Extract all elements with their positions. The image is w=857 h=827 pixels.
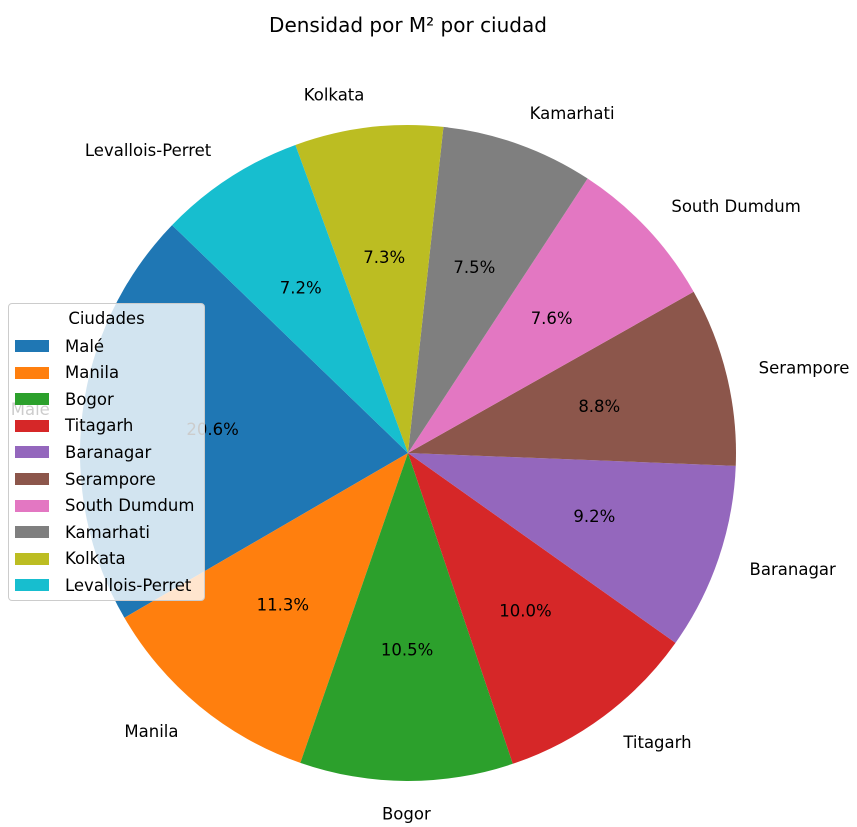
chart-title: Densidad por M² por ciudad — [269, 13, 547, 37]
legend-label: Levallois-Perret — [65, 575, 192, 595]
pie-slice-serampore — [408, 291, 736, 466]
legend-label: Malé — [65, 336, 105, 356]
slice-label-titagarh: Titagarh — [622, 733, 691, 752]
pie-slice-kamarhati — [408, 126, 588, 453]
slice-label-levallois-perret: Levallois-Perret — [85, 141, 212, 160]
legend-item-baranagar: Baranagar — [15, 441, 151, 463]
legend-swatch — [15, 526, 49, 539]
pct-label-baranagar: 9.2% — [573, 507, 615, 526]
pct-label-kamarhati: 7.5% — [453, 258, 495, 277]
slice-label-manila: Manila — [124, 722, 178, 741]
pie-slice-kolkata — [295, 125, 444, 453]
slice-labels: 20.6%Malé11.3%Manila10.5%Bogor10.0%Titag… — [11, 85, 850, 823]
slice-label-south-dumdum: South Dumdum — [671, 197, 800, 216]
legend-swatch — [15, 552, 49, 565]
slice-label-bogor: Bogor — [382, 804, 431, 823]
legend-item-south-dumdum: South Dumdum — [15, 495, 194, 517]
legend-item-levallois-perret: Levallois-Perret — [15, 574, 191, 596]
pct-label-levallois-perret: 7.2% — [280, 279, 322, 298]
pct-label-bogor: 10.5% — [381, 640, 433, 659]
slice-label-baranagar: Baranagar — [750, 560, 836, 579]
pct-label-kolkata: 7.3% — [363, 248, 405, 267]
pie-slice-bogor — [300, 453, 513, 781]
legend-item-titagarh: Titagarh — [15, 415, 133, 437]
legend-label: Kolkata — [65, 549, 126, 569]
legend-item-male: Malé — [15, 335, 104, 357]
legend-swatch — [15, 446, 49, 459]
pct-label-serampore: 8.8% — [578, 397, 620, 416]
legend-item-kamarhati: Kamarhati — [15, 521, 150, 543]
pie-slice-levallois-perret — [172, 144, 408, 454]
legend-title: Ciudades — [68, 309, 145, 328]
pie-slice-baranagar — [408, 453, 736, 643]
legend-item-manila: Manila — [15, 362, 119, 384]
legend-label: Kamarhati — [65, 522, 150, 542]
pie-slice-south-dumdum — [408, 178, 694, 453]
pct-label-titagarh: 10.0% — [499, 601, 551, 620]
slice-label-serampore: Serampore — [759, 359, 850, 378]
legend-label: Manila — [65, 363, 120, 383]
legend-item-kolkata: Kolkata — [15, 548, 126, 570]
legend-swatch — [15, 366, 49, 379]
legend-swatch — [15, 579, 49, 592]
slice-label-kolkata: Kolkata — [304, 85, 365, 104]
legend-label: Bogor — [65, 389, 114, 409]
legend-item-bogor: Bogor — [15, 388, 114, 410]
pct-label-manila: 11.3% — [257, 595, 309, 614]
legend-item-serampore: Serampore — [15, 468, 156, 490]
legend-swatch — [15, 499, 49, 512]
legend: Ciudades Malé Manila Bogor Titagarh Baranaga… — [8, 303, 205, 601]
legend-swatch — [15, 340, 49, 352]
legend-swatch — [15, 419, 49, 432]
legend-label: Titagarh — [65, 416, 134, 436]
pie-slices — [80, 125, 736, 781]
legend-swatch — [15, 393, 49, 406]
pie-slice-manila — [124, 453, 409, 763]
pct-label-south-dumdum: 7.6% — [531, 309, 573, 328]
legend-label: South Dumdum — [65, 496, 195, 516]
legend-swatch — [15, 473, 49, 485]
slice-label-kamarhati: Kamarhati — [530, 104, 615, 123]
legend-label: Baranagar — [65, 442, 152, 462]
legend-label: Serampore — [65, 469, 156, 489]
pie-slice-titagarh — [408, 453, 676, 764]
